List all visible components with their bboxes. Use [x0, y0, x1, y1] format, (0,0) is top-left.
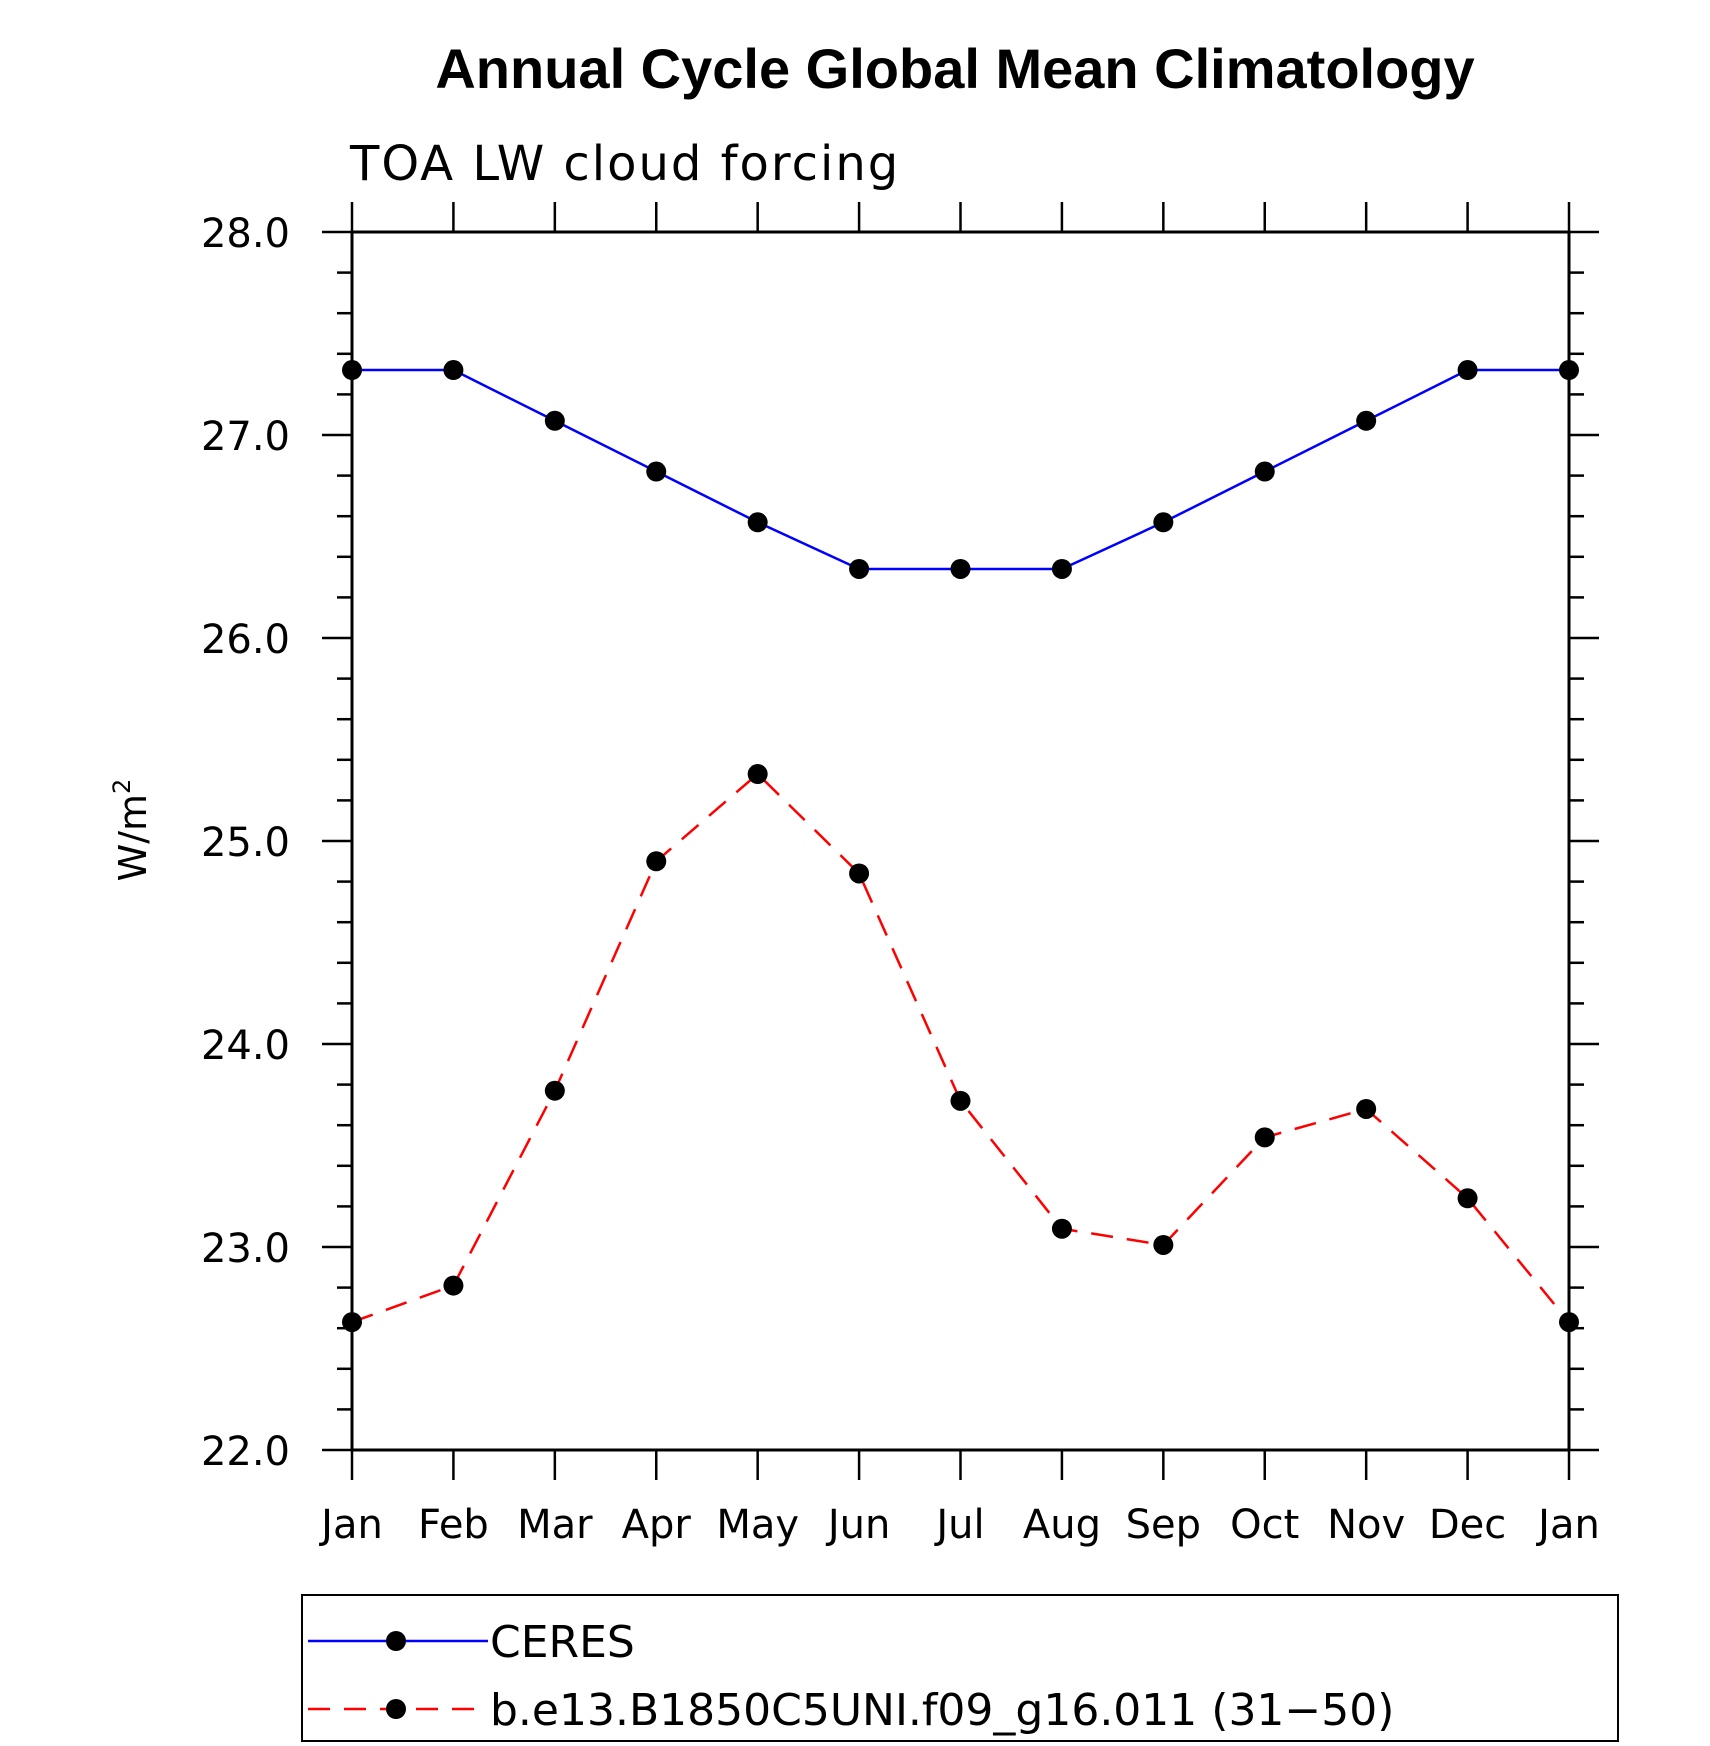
data-point-series-1 — [646, 851, 667, 872]
x-tick-label: Jul — [933, 1502, 984, 1548]
x-tick-label: Jan — [1535, 1502, 1600, 1548]
x-tick-label: Jan — [318, 1502, 383, 1548]
x-tick-label: Mar — [517, 1502, 593, 1548]
x-tick-label: Apr — [622, 1502, 692, 1548]
data-point-series-0 — [1457, 360, 1478, 381]
data-point-series-0 — [544, 410, 565, 431]
data-point-series-1 — [443, 1275, 464, 1296]
legend-marker-model — [386, 1699, 406, 1719]
y-tick-label: 26.0 — [201, 617, 290, 663]
x-tick-labels: Jan Feb Mar Apr May Jun Jul Aug Sep Oct Nov Dec Jan — [318, 1502, 1600, 1548]
plot-frame — [350, 230, 1571, 1452]
data-point-series-0 — [950, 558, 971, 579]
x-tick-label: Nov — [1327, 1502, 1405, 1548]
data-point-series-0 — [342, 360, 362, 381]
data-point-series-0 — [849, 558, 870, 579]
series-line-0 — [352, 368, 1569, 571]
x-tick-label: May — [716, 1502, 799, 1548]
axis-ticks — [322, 202, 1599, 1480]
y-tick-label: 25.0 — [201, 820, 290, 866]
data-point-series-1 — [342, 1312, 362, 1333]
legend-marker-ceres — [386, 1631, 406, 1651]
data-point-series-1 — [1254, 1127, 1275, 1148]
data-point-series-1 — [1356, 1098, 1377, 1119]
data-point-series-0 — [1051, 558, 1072, 579]
x-tick-label: Oct — [1230, 1502, 1299, 1548]
series-line-1 — [351, 772, 1570, 1324]
legend: CERES b.e13.B1850C5UNI.f09_g16.011 (31−5… — [301, 1594, 1619, 1742]
legend-box — [301, 1594, 1619, 1742]
data-point-series-0 — [1254, 461, 1275, 482]
x-tick-label: Dec — [1429, 1502, 1506, 1548]
data-point-series-0 — [1559, 360, 1579, 381]
chart-title: Annual Cycle Global Mean Climatology — [435, 37, 1474, 100]
y-axis-title: W/m2 — [108, 779, 155, 882]
data-point-series-1 — [1153, 1234, 1174, 1255]
x-tick-label: Sep — [1126, 1502, 1201, 1548]
data-point-series-1 — [950, 1090, 971, 1111]
y-tick-label: 27.0 — [201, 414, 290, 460]
data-point-series-1 — [1457, 1188, 1478, 1209]
x-tick-label: Feb — [418, 1502, 489, 1548]
x-tick-label: Aug — [1023, 1502, 1101, 1548]
legend-label-ceres: CERES — [490, 1617, 635, 1668]
x-tick-label: Jun — [825, 1502, 891, 1548]
y-tick-label: 23.0 — [201, 1226, 290, 1272]
svg-text:W/m2: W/m2 — [108, 779, 155, 882]
data-point-series-1 — [747, 764, 768, 785]
y-axis-label: W/m — [111, 794, 155, 881]
data-point-series-0 — [646, 461, 667, 482]
data-point-series-0 — [1153, 512, 1174, 533]
data-point-series-1 — [1559, 1312, 1579, 1333]
data-point-series-1 — [544, 1080, 565, 1101]
y-tick-label: 24.0 — [201, 1023, 290, 1069]
data-point-series-0 — [1356, 410, 1377, 431]
y-tick-label: 28.0 — [201, 211, 290, 257]
chart-subtitle: TOA LW cloud forcing — [349, 136, 900, 192]
data-point-series-0 — [443, 360, 464, 381]
legend-label-model: b.e13.B1850C5UNI.f09_g16.011 (31−50) — [490, 1685, 1394, 1736]
data-point-series-1 — [849, 863, 870, 884]
y-tick-label: 22.0 — [201, 1429, 290, 1475]
data-point-series-1 — [1051, 1218, 1072, 1239]
y-axis-label-superscript: 2 — [108, 779, 136, 794]
series-layer — [342, 360, 1579, 1333]
data-point-series-0 — [747, 512, 768, 533]
y-tick-labels: 22.0 23.0 24.0 25.0 26.0 27.0 28.0 — [201, 211, 290, 1475]
